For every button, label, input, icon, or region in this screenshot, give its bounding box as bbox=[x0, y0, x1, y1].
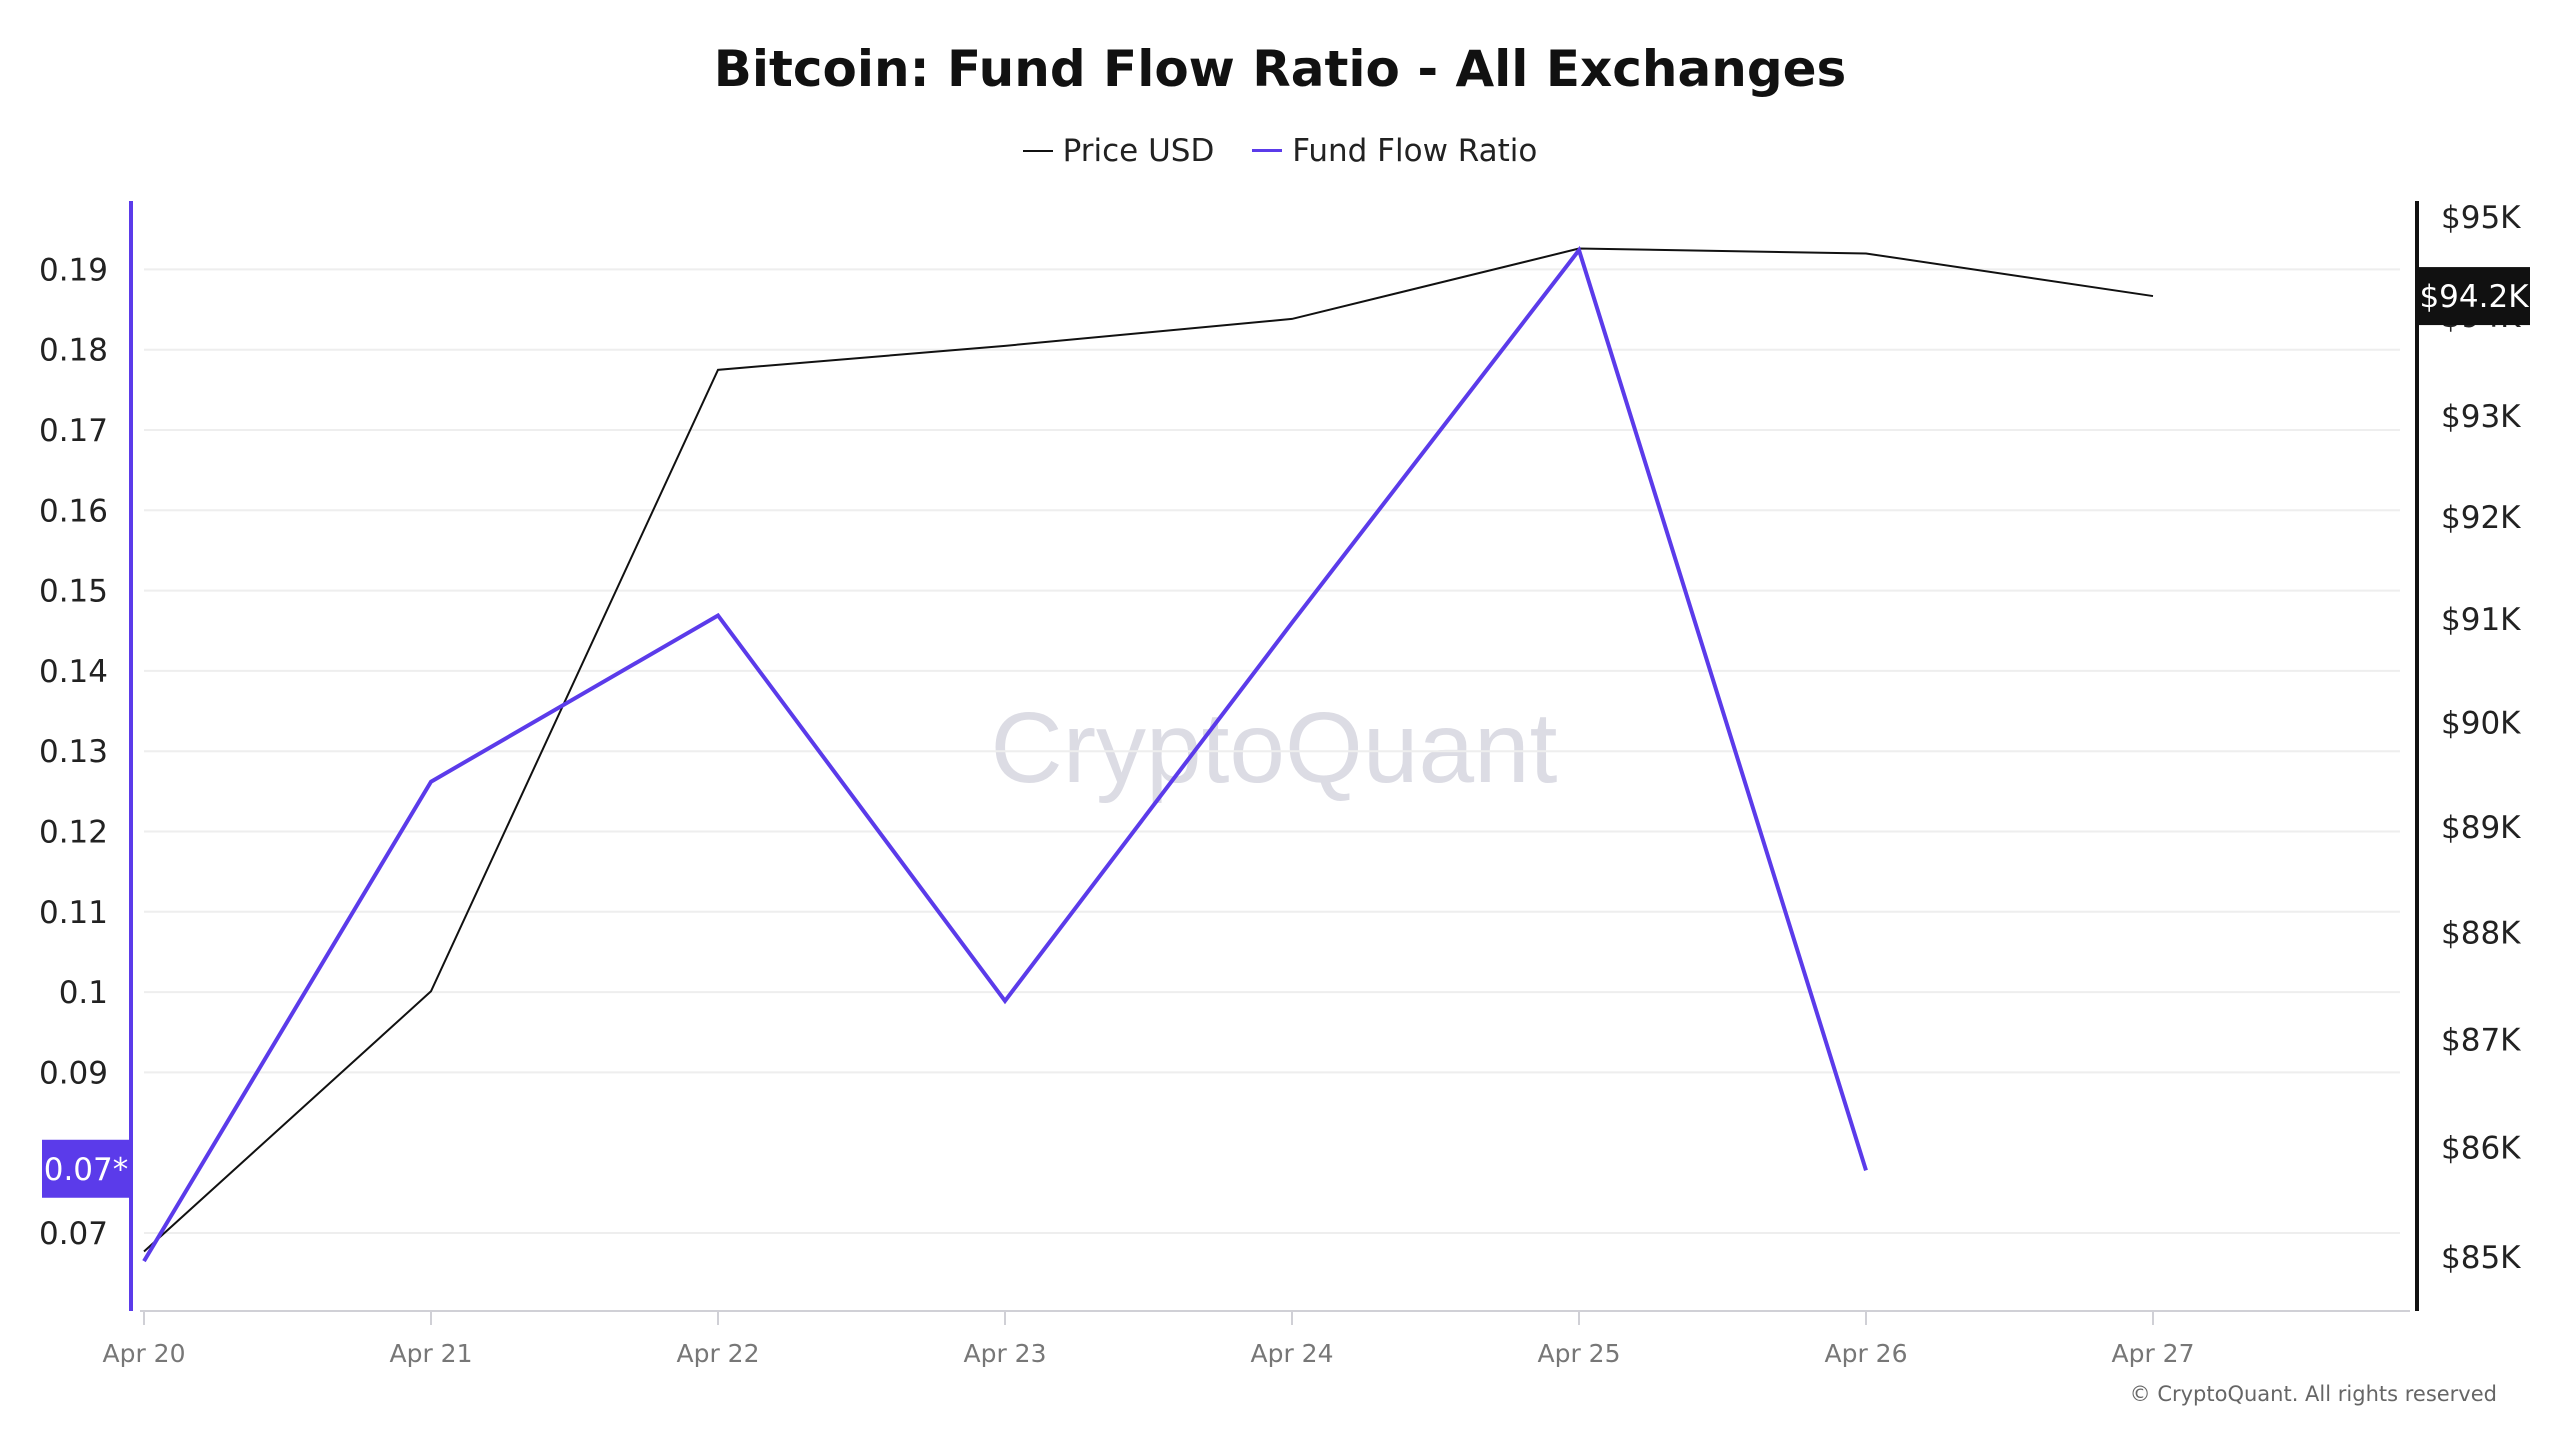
right-tick-label: $89K bbox=[2441, 810, 2521, 846]
right-tick-label: $86K bbox=[2441, 1131, 2521, 1167]
legend-swatch-fund-flow bbox=[1252, 149, 1283, 152]
x-tick-label: Apr 25 bbox=[1537, 1339, 1620, 1368]
x-tick-label: Apr 21 bbox=[389, 1339, 472, 1368]
x-tick-label: Apr 24 bbox=[1250, 1339, 1333, 1368]
legend: Price USD Fund Flow Ratio bbox=[0, 124, 2560, 169]
left-tick-label: 0.09 bbox=[39, 1055, 108, 1091]
copyright: © CryptoQuant. All rights reserved bbox=[2129, 1382, 2497, 1406]
right-tick-label: $93K bbox=[2441, 399, 2521, 435]
right-tick-label: $95K bbox=[2441, 200, 2521, 236]
left-tick-label: 0.19 bbox=[39, 252, 108, 288]
left-tick-label: 0.12 bbox=[39, 815, 108, 851]
chart-title: Bitcoin: Fund Flow Ratio - All Exchanges bbox=[713, 40, 1847, 98]
left-current-label: 0.07* bbox=[44, 1152, 129, 1188]
right-tick-label: $90K bbox=[2441, 706, 2521, 742]
left-tick-label: 0.16 bbox=[39, 493, 108, 529]
left-tick-label: 0.14 bbox=[39, 654, 108, 690]
left-tick-label: 0.18 bbox=[39, 333, 108, 369]
watermark: CryptoQuant bbox=[991, 692, 1558, 804]
right-current-badge bbox=[2418, 267, 2530, 326]
x-tick-label: Apr 22 bbox=[676, 1339, 759, 1368]
x-tick-label: Apr 26 bbox=[1824, 1339, 1907, 1368]
left-tick-label: 0.17 bbox=[39, 413, 108, 449]
left-tick-label: 0.11 bbox=[39, 895, 108, 931]
right-tick-label: $91K bbox=[2441, 602, 2521, 638]
left-tick-label: 0.07 bbox=[39, 1216, 108, 1252]
x-tick-label: Apr 20 bbox=[102, 1339, 185, 1368]
right-tick-label: $88K bbox=[2441, 916, 2521, 952]
left-tick-label: 0.15 bbox=[39, 574, 108, 610]
legend-label-fund-flow: Fund Flow Ratio bbox=[1292, 132, 1538, 169]
left-current-badge bbox=[42, 1139, 131, 1198]
legend-item-price[interactable]: Price USD bbox=[1022, 133, 1215, 169]
right-tick-label: $87K bbox=[2441, 1023, 2521, 1059]
x-tick-label: Apr 23 bbox=[963, 1339, 1046, 1368]
left-tick-label: 0.1 bbox=[59, 975, 108, 1011]
legend-swatch-price bbox=[1022, 150, 1053, 152]
right-tick-label: $85K bbox=[2441, 1240, 2521, 1276]
right-tick-label: $92K bbox=[2441, 500, 2521, 536]
fund-flow-ratio-line bbox=[142, 245, 1868, 1263]
legend-item-fund-flow[interactable]: Fund Flow Ratio bbox=[1252, 133, 1537, 169]
legend-label-price: Price USD bbox=[1062, 133, 1215, 169]
price-usd-line bbox=[143, 247, 2154, 1253]
x-tick-label: Apr 27 bbox=[2111, 1339, 2194, 1368]
left-tick-label: 0.13 bbox=[39, 734, 108, 770]
right-current-label: $94.2K bbox=[2419, 279, 2529, 315]
